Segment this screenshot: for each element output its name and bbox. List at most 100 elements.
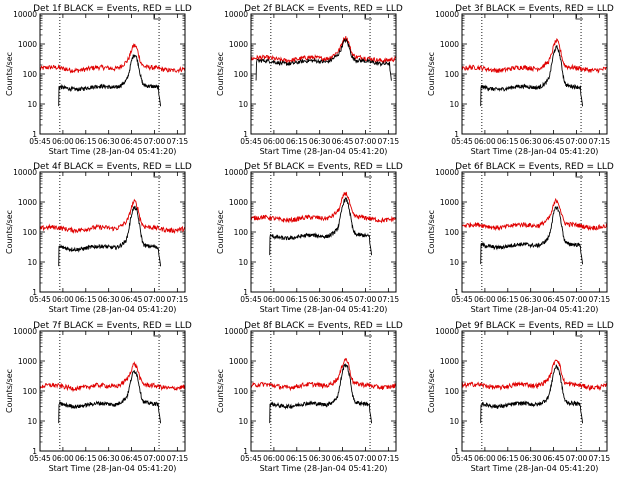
x-tick-label: 07:00 [144, 454, 166, 463]
y-tick-label: 10000 [13, 168, 37, 177]
x-axis-label: Start Time (28-Jan-04 05:41:20) [260, 464, 388, 473]
x-tick-label: 06:00 [474, 454, 496, 463]
x-tick-label: 05:45 [240, 295, 262, 304]
y-tick-label: 10 [449, 100, 459, 109]
y-tick-label: 1 [243, 130, 248, 139]
y-tick-label: 10000 [435, 168, 459, 177]
y-tick-label: 10 [238, 417, 248, 426]
x-tick-label: 06:00 [474, 137, 496, 146]
panel-det-2: Det 2f BLACK = Events, RED = LLD 05:45 06:… [216, 4, 403, 156]
x-axis-label: Start Time (28-Jan-04 05:41:20) [49, 147, 177, 156]
y-tick-label: 10 [238, 258, 248, 267]
y-tick-label: 10 [449, 417, 459, 426]
x-tick-label: 07:00 [566, 454, 588, 463]
x-tick-label: 07:00 [566, 295, 588, 304]
x-tick-label: 07:00 [355, 137, 377, 146]
x-tick-label: 07:15 [589, 454, 611, 463]
lld-series-line [250, 35, 397, 65]
x-axis-label: Start Time (28-Jan-04 05:41:20) [471, 464, 599, 473]
x-tick-label: 06:45 [121, 295, 143, 304]
y-tick-label: 10 [27, 258, 37, 267]
x-tick-label: 06:30 [309, 137, 331, 146]
x-tick-label: 06:00 [52, 137, 74, 146]
corner-marker [575, 331, 583, 337]
y-tick-label: 10000 [224, 10, 248, 19]
x-tick-label: 05:45 [451, 137, 473, 146]
x-tick-label: 07:15 [378, 454, 400, 463]
panel-title: Det 2f BLACK = Events, RED = LLD [244, 4, 403, 14]
y-tick-label: 10 [449, 258, 459, 267]
y-tick-label: 1 [32, 447, 37, 456]
x-tick-label: 06:45 [332, 295, 354, 304]
x-tick-label: 07:15 [167, 454, 189, 463]
corner-marker [153, 172, 161, 178]
plot-frame [39, 13, 186, 135]
y-tick-label: 1000 [229, 40, 248, 49]
x-tick-label: 06:15 [286, 137, 308, 146]
x-tick-label: 06:00 [52, 454, 74, 463]
y-tick-label: 100 [234, 387, 249, 396]
panel-det-8: Det 8f BLACK = Events, RED = LLD 05:45 06:… [216, 321, 403, 473]
plot-frame [250, 171, 397, 293]
y-tick-label: 1 [454, 130, 459, 139]
y-tick-label: 1 [243, 288, 248, 297]
x-tick-label: 06:45 [121, 137, 143, 146]
corner-marker [153, 14, 161, 20]
x-tick-label: 06:30 [98, 454, 120, 463]
lld-series-line [39, 361, 186, 393]
y-tick-label: 1000 [18, 40, 37, 49]
x-tick-label: 06:45 [543, 295, 565, 304]
y-tick-label: 100 [23, 228, 38, 237]
events-series-line [58, 205, 162, 267]
x-tick-label: 06:30 [520, 295, 542, 304]
x-tick-label: 06:30 [309, 295, 331, 304]
y-tick-label: 100 [234, 70, 249, 79]
corner-marker [575, 172, 583, 178]
x-tick-label: 06:45 [332, 137, 354, 146]
x-tick-label: 06:45 [543, 137, 565, 146]
x-tick-label: 06:15 [286, 295, 308, 304]
x-tick-label: 06:45 [121, 454, 143, 463]
x-tick-label: 05:45 [240, 137, 262, 146]
y-tick-label: 1 [32, 288, 37, 297]
x-axis-label: Start Time (28-Jan-04 05:41:20) [49, 305, 177, 314]
x-tick-label: 06:30 [309, 454, 331, 463]
x-tick-label: 07:15 [378, 295, 400, 304]
y-tick-label: 1 [454, 288, 459, 297]
x-tick-label: 06:15 [75, 295, 97, 304]
x-tick-label: 05:45 [451, 454, 473, 463]
x-tick-label: 06:15 [75, 137, 97, 146]
y-tick-label: 1000 [229, 198, 248, 207]
y-axis-label: Counts/sec [427, 52, 436, 96]
corner-marker [364, 172, 372, 178]
lld-series-line [461, 359, 608, 392]
events-series-line [269, 196, 373, 256]
x-tick-label: 06:30 [98, 295, 120, 304]
x-tick-label: 06:15 [497, 295, 519, 304]
corner-marker [575, 14, 583, 20]
y-tick-label: 10000 [435, 10, 459, 19]
y-tick-label: 1 [454, 447, 459, 456]
y-tick-label: 1 [32, 130, 37, 139]
x-tick-label: 05:45 [29, 295, 51, 304]
x-tick-label: 07:00 [355, 454, 377, 463]
lld-series-line [39, 198, 186, 235]
y-tick-label: 100 [23, 387, 38, 396]
x-tick-label: 06:30 [98, 137, 120, 146]
y-tick-label: 100 [234, 228, 249, 237]
y-tick-label: 1000 [440, 198, 459, 207]
y-tick-label: 10 [238, 100, 248, 109]
x-axis-label: Start Time (28-Jan-04 05:41:20) [49, 464, 177, 473]
x-tick-label: 05:45 [240, 454, 262, 463]
panel-title: Det 8f BLACK = Events, RED = LLD [244, 321, 403, 331]
x-tick-label: 07:15 [589, 295, 611, 304]
events-series-line [480, 364, 584, 424]
events-series-line [58, 54, 162, 107]
x-tick-label: 07:15 [378, 137, 400, 146]
events-series-line [480, 206, 584, 265]
